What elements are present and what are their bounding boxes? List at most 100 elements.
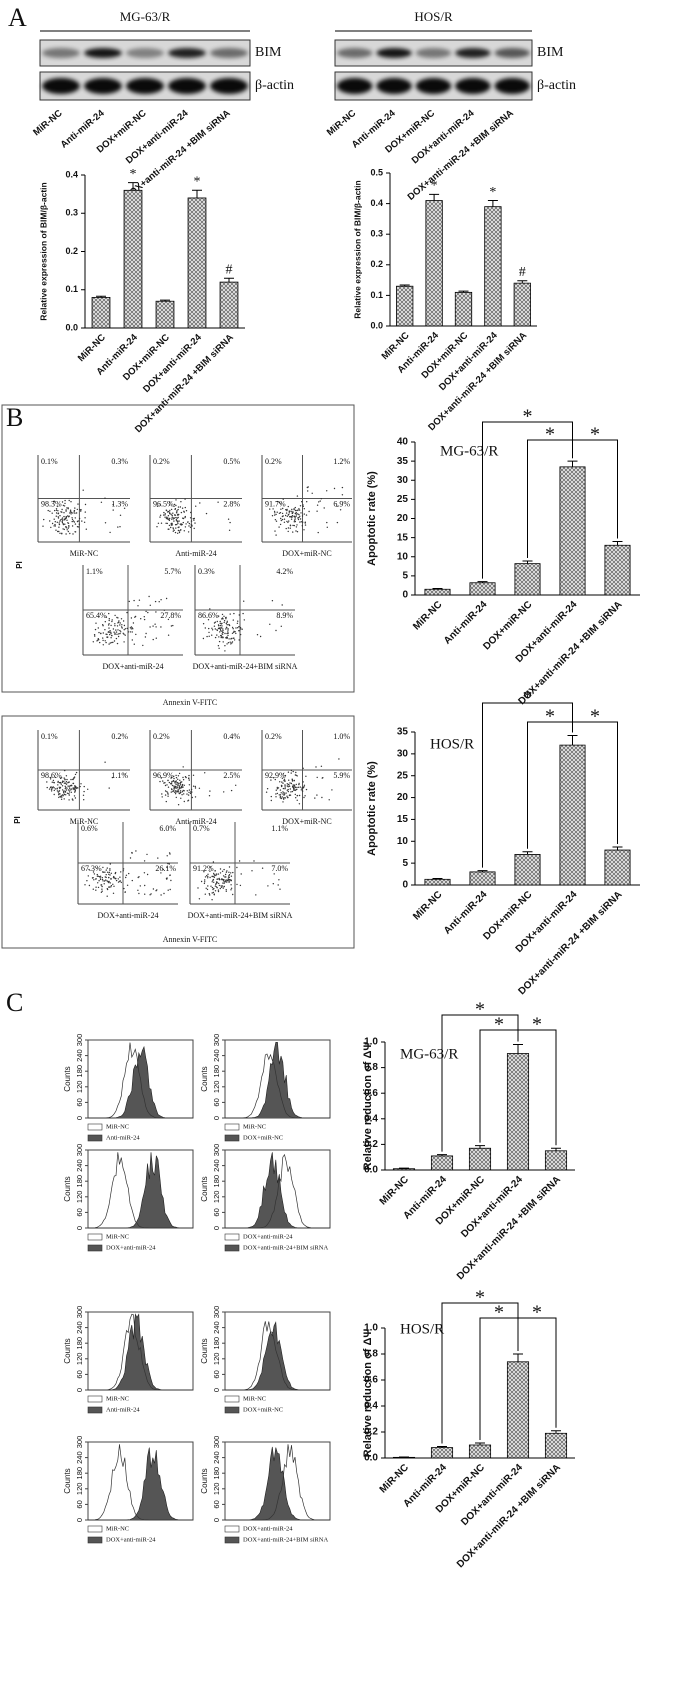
flow-dot: [112, 504, 114, 506]
flow-dot: [275, 534, 277, 536]
flow-dot: [228, 875, 230, 877]
histogram-filled: [88, 1045, 193, 1119]
error-bar: [475, 1145, 485, 1149]
flow-dot: [293, 789, 295, 791]
flow-dot: [211, 875, 213, 878]
flow-dot: [68, 791, 71, 793]
histogram-tick-label: 60: [75, 1098, 84, 1106]
bar: [430, 1155, 454, 1171]
flow-dot: [299, 786, 301, 788]
flow-dot: [230, 643, 232, 645]
flow-dot: [182, 779, 185, 781]
histogram-open: [225, 1053, 330, 1119]
histogram-y-label: Counts: [63, 1066, 72, 1091]
flow-dot: [88, 868, 90, 871]
flow-dot: [221, 870, 224, 872]
y-axis-label: Relative expression of BIM/β-actin: [352, 180, 362, 318]
flow-dot: [213, 887, 215, 890]
flow-dot: [179, 506, 182, 508]
bar: [514, 563, 541, 596]
flow-dot: [204, 772, 206, 774]
flow-dot: [129, 857, 132, 859]
flow-dot: [130, 626, 133, 628]
flow-dot: [102, 632, 105, 634]
y-tick-label: 0.1: [370, 290, 383, 300]
flow-dot: [294, 516, 296, 518]
flow-dot: [219, 627, 221, 629]
flow-dot: [111, 641, 113, 644]
flow-dot: [66, 778, 68, 781]
y-tick-label: 0.0: [65, 322, 78, 332]
flow-dot: [290, 769, 293, 772]
flow-dot: [303, 529, 305, 531]
flow-dot: [177, 788, 179, 790]
flow-dot: [109, 630, 111, 632]
flow-dot: [225, 890, 227, 892]
flow-dot: [307, 490, 309, 492]
flow-dot: [275, 513, 277, 516]
flow-dot: [65, 794, 67, 796]
flow-dot: [97, 886, 100, 889]
flow-dot: [123, 633, 125, 635]
flow-dot: [167, 889, 169, 891]
flow-dot: [221, 613, 224, 616]
flow-dot: [92, 871, 95, 873]
flow-dot: [84, 503, 87, 506]
flow-dot: [112, 641, 114, 643]
flow-dot: [56, 790, 59, 792]
flow-dot: [289, 527, 291, 529]
flow-dot: [213, 625, 216, 627]
flow-dot: [276, 500, 279, 503]
flow-dot: [167, 795, 169, 797]
flow-dot: [219, 872, 222, 874]
flow-dot: [228, 638, 230, 640]
flow-dot: [57, 781, 59, 783]
flow-dot: [171, 784, 174, 787]
quadrant-value: 0.2%: [265, 732, 282, 741]
flow-dot: [220, 635, 223, 637]
blot-band: [336, 48, 373, 58]
flow-dot: [57, 791, 60, 793]
flow-dot: [80, 783, 82, 785]
flow-dot: [114, 632, 116, 635]
blot-band: [42, 78, 80, 94]
flow-dot: [280, 503, 282, 505]
flow-dot: [78, 523, 81, 525]
flow-dot: [199, 502, 201, 504]
flow-dot: [171, 518, 173, 520]
flow-dot: [102, 880, 104, 882]
flow-dot: [294, 520, 296, 523]
flow-dot: [177, 529, 180, 532]
flow-dot: [177, 778, 179, 780]
flow-dot: [341, 494, 344, 496]
flow-dot: [171, 517, 173, 519]
error-bar: [612, 540, 623, 546]
error-bar: [399, 1167, 409, 1169]
flow-dot: [120, 631, 122, 633]
blot-band: [210, 48, 248, 58]
flow-dot: [207, 875, 209, 878]
flow-dot: [198, 787, 201, 789]
flow-dot: [65, 527, 68, 529]
flow-dot: [234, 631, 236, 633]
flow-dot: [99, 877, 102, 879]
flow-dot: [119, 514, 122, 516]
flow-dot: [212, 891, 215, 894]
flow-dot: [182, 786, 184, 788]
flow-dot: [223, 791, 225, 793]
significance-bracket: [572, 721, 618, 844]
blot-band: [376, 48, 412, 58]
flow-dot: [209, 790, 211, 792]
flow-dot: [228, 874, 231, 876]
flow-dot: [60, 796, 62, 798]
blot-band: [84, 78, 122, 94]
flow-dot: [167, 515, 170, 517]
flow-dot: [220, 886, 223, 888]
flow-dot: [92, 641, 95, 643]
flow-dot: [172, 528, 175, 530]
quadrant-value: 98.6%: [41, 771, 62, 780]
flow-dot: [328, 799, 330, 801]
flow-dot: [294, 518, 296, 520]
flow-dot: [58, 530, 60, 533]
flow-dot: [170, 788, 173, 790]
